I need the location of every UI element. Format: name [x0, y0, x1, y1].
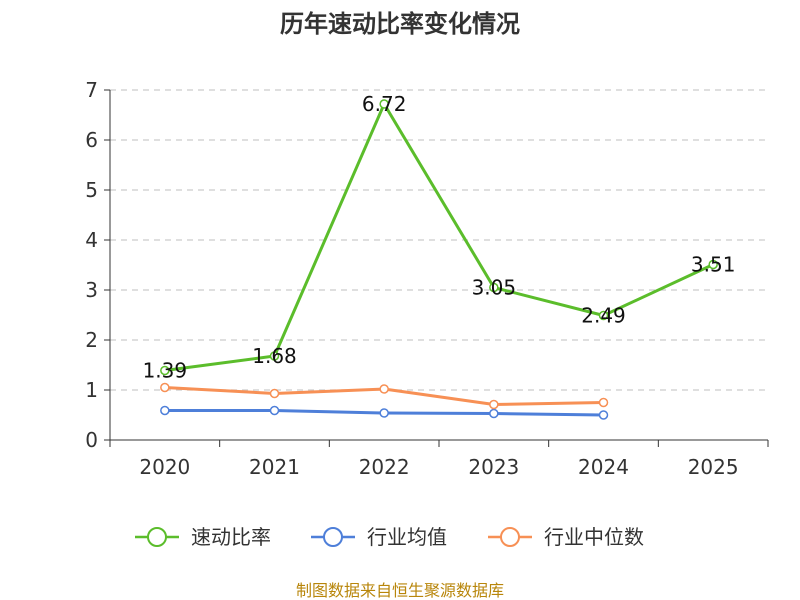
point-速动比率-2022	[379, 99, 389, 109]
data-label-2020: 1.39	[143, 359, 188, 383]
legend-marker-速动比率	[147, 527, 167, 547]
point-速动比率-2024	[598, 310, 609, 321]
grid-lines	[110, 89, 768, 391]
x-tick-label-2022: 2022	[359, 455, 410, 479]
point-行业中位数-2020	[160, 382, 170, 393]
y-tick-label-1: 1	[85, 378, 98, 402]
point-行业中位数-2022	[379, 384, 389, 394]
point-速动比率-2025	[708, 259, 718, 270]
y-tick-label-6: 6	[85, 128, 98, 152]
x-tick-label-2025: 2025	[688, 455, 739, 479]
point-速动比率-2020	[160, 365, 170, 376]
legend-label-速动比率: 速动比率	[191, 525, 271, 549]
y-tick-label-0: 0	[85, 428, 98, 452]
point-行业中位数-2023	[489, 399, 499, 410]
point-行业均值-2020	[160, 405, 170, 416]
legend-label-行业中位数: 行业中位数	[544, 525, 644, 549]
point-速动比率-2023	[489, 282, 499, 293]
series-group	[160, 99, 718, 420]
y-tick-label-4: 4	[85, 228, 98, 252]
y-tick-label-2: 2	[85, 328, 98, 352]
point-行业均值-2021	[269, 405, 280, 416]
legend[interactable]: 速动比率 行业均值 行业中位数	[135, 525, 644, 549]
legend-marker-行业中位数	[500, 527, 520, 547]
data-labels: 1.39 1.68 6.72 3.05 2.49 3.51	[143, 92, 736, 383]
point-行业均值-2023	[489, 408, 499, 419]
y-tick-label-3: 3	[85, 278, 98, 302]
data-label-2021: 1.68	[252, 344, 297, 368]
x-tick-label-2023: 2023	[468, 455, 519, 479]
x-tick-label-2024: 2024	[578, 455, 629, 479]
y-tick-label-5: 5	[85, 178, 98, 202]
series-line-速动比率	[164, 102, 714, 372]
point-行业中位数-2024	[598, 397, 609, 408]
point-速动比率-2021	[269, 351, 280, 361]
data-label-2025: 3.51	[691, 253, 736, 277]
data-label-2022: 6.72	[362, 92, 407, 116]
source-note: 制图数据来自恒生聚源数据库	[296, 581, 504, 600]
point-行业均值-2024	[598, 410, 609, 420]
data-label-2024: 2.49	[581, 304, 626, 328]
x-tick-label-2020: 2020	[139, 455, 190, 479]
point-行业中位数-2021	[269, 388, 280, 399]
axes: 0 1 2 3 4 5 6 7 2020 2021 2022 2023 2024 2025	[85, 78, 769, 479]
chart-title: 历年速动比率变化情况	[280, 10, 520, 38]
x-tick-label-2021: 2021	[249, 455, 300, 479]
legend-label-行业均值: 行业均值	[367, 525, 447, 549]
y-tick-label-7: 7	[85, 78, 98, 102]
legend-marker-行业均值	[323, 527, 343, 547]
point-行业均值-2022	[379, 408, 389, 418]
data-label-2023: 3.05	[472, 276, 517, 300]
